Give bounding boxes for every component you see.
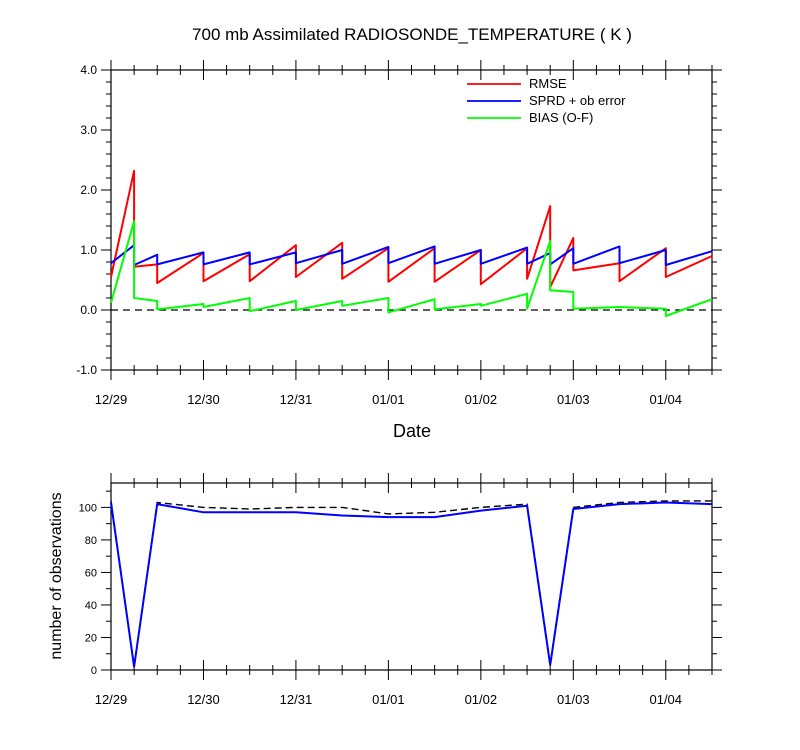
x-tick-label: 01/02 bbox=[465, 692, 498, 707]
y-tick-label: 0.0 bbox=[80, 303, 97, 317]
x-tick-label: 12/31 bbox=[280, 692, 313, 707]
x-tick-label: 12/31 bbox=[280, 392, 313, 407]
y-tick-label: 60 bbox=[85, 567, 97, 579]
x-tick-label: 12/29 bbox=[95, 692, 128, 707]
series-line-assimilated bbox=[110, 501, 713, 668]
y-tick-label: 40 bbox=[85, 600, 97, 612]
series-line-rmse bbox=[110, 169, 713, 289]
x-tick-label: 01/03 bbox=[557, 692, 590, 707]
y-tick-label: 3.0 bbox=[80, 123, 97, 137]
x-tick-label: 01/04 bbox=[649, 692, 682, 707]
x-axis-label: Date bbox=[393, 421, 431, 441]
chart-title: 700 mb Assimilated RADIOSONDE_TEMPERATUR… bbox=[192, 25, 632, 44]
y-tick-label: 80 bbox=[85, 535, 97, 547]
x-tick-label: 01/02 bbox=[465, 392, 498, 407]
x-tick-label: 12/30 bbox=[187, 692, 220, 707]
plot-frame bbox=[110, 69, 713, 371]
x-tick-label: 01/04 bbox=[649, 392, 682, 407]
x-tick-label: 01/03 bbox=[557, 392, 590, 407]
series-line-sprd-ob-error bbox=[110, 244, 713, 266]
series-line-possible bbox=[110, 500, 712, 668]
legend-label: SPRD + ob error bbox=[529, 93, 626, 108]
legend-label: RMSE bbox=[529, 76, 567, 91]
x-tick-label: 01/01 bbox=[372, 692, 405, 707]
y-axis-label-observations: number of observations bbox=[48, 492, 65, 659]
y-tick-label: 0 bbox=[91, 665, 97, 677]
x-tick-label: 01/01 bbox=[372, 392, 405, 407]
y-tick-label: 100 bbox=[79, 502, 97, 514]
bottom-panel: 0 20 40 60 80 100 12/29 12/30 12/31 01/01 01/02 01/… bbox=[79, 473, 722, 707]
series-line-bias-o-f bbox=[110, 220, 713, 317]
y-tick-label: 20 bbox=[85, 632, 97, 644]
top-panel: -1.0 0.0 1.0 2.0 3.0 4.0 12/29 12/30 12/31 01/01 0… bbox=[76, 60, 722, 407]
legend-label: BIAS (O-F) bbox=[529, 110, 593, 125]
y-tick-label: 2.0 bbox=[80, 183, 97, 197]
y-tick-label: 1.0 bbox=[80, 243, 97, 257]
x-tick-label: 12/30 bbox=[187, 392, 220, 407]
x-tick-label: 12/29 bbox=[95, 392, 128, 407]
y-tick-label: 4.0 bbox=[80, 63, 97, 77]
legend: RMSE SPRD + ob error BIAS (O-F) bbox=[467, 76, 626, 125]
y-tick-label: -1.0 bbox=[76, 363, 97, 377]
